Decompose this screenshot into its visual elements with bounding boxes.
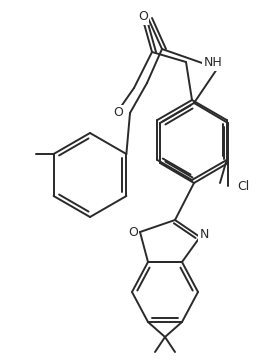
Text: O: O — [138, 11, 148, 24]
Text: Cl: Cl — [237, 180, 249, 193]
Text: O: O — [128, 225, 138, 238]
Text: N: N — [199, 228, 209, 241]
Text: O: O — [113, 106, 123, 119]
Text: NH: NH — [204, 57, 222, 69]
